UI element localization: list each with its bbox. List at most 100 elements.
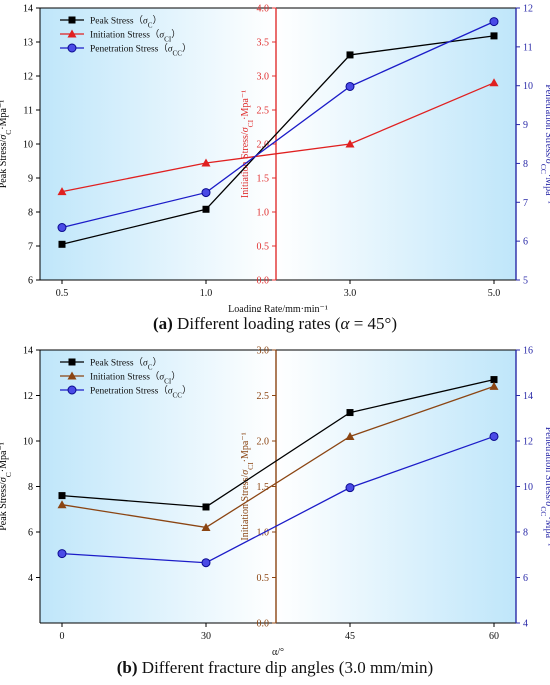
x-axis-label: Loading Rate/mm·min⁻¹	[228, 304, 328, 312]
data-point-circle	[201, 558, 211, 568]
left-axis-tick-label: 12	[23, 391, 33, 402]
data-point-circle	[345, 81, 355, 91]
data-point-triangle	[345, 139, 355, 148]
data-point-circle	[57, 223, 67, 233]
data-point-triangle	[201, 158, 211, 167]
x-tick-label: 60	[489, 631, 499, 642]
chart-a-svg: 0.5 1.0 3.0 5.0 Loading Rate/mm·min⁻¹ 6 7 8 9 10 1…	[0, 4, 550, 313]
legend-label: Peak Stress（σC）	[90, 357, 162, 372]
legend-marker-circle	[67, 43, 77, 53]
right-axis-tick-label: 8	[523, 528, 528, 539]
middle-axis-tick-label: 1.0	[257, 208, 270, 219]
right-axis-tick-label: 6	[523, 573, 528, 584]
middle-axis-tick-label: 3.0	[257, 72, 270, 83]
legend-label: Penetration Stress（σCC）	[90, 43, 192, 58]
middle-axis-label: Initiation Stress/σCI·Mpa⁻¹	[240, 90, 255, 198]
series-line-triangle	[61, 82, 495, 193]
left-axis-tick-label: 6	[28, 528, 33, 539]
legend-marker-triangle	[67, 371, 77, 380]
left-axis-label: Peak Stress/σC·Mpa⁻¹	[0, 442, 13, 531]
data-point-triangle	[57, 187, 67, 196]
data-point-triangle	[57, 500, 67, 509]
data-point-triangle	[489, 381, 499, 390]
legend-label: Penetration Stress（σCC）	[90, 385, 192, 400]
data-point-circle	[57, 549, 67, 559]
right-axis-tick-label: 16	[523, 346, 533, 357]
right-axis-tick-label: 6	[523, 237, 528, 248]
caption-a-tail: = 45°)	[349, 314, 398, 333]
middle-axis-tick-label: 0.5	[257, 573, 270, 584]
series-line-square	[61, 35, 495, 245]
left-axis-tick-label: 4	[28, 573, 33, 584]
legend-marker-triangle	[67, 29, 77, 38]
middle-axis-tick-label: 0.0	[257, 619, 270, 630]
chart-panel-a: 0.5 1.0 3.0 5.0 Loading Rate/mm·min⁻¹ 6 7 8 9 10 1…	[0, 0, 550, 340]
right-axis-tick-label: 7	[523, 198, 528, 209]
x-tick-label: 0	[60, 631, 65, 642]
data-point-square	[202, 205, 210, 213]
right-axis-tick-label: 8	[523, 159, 528, 170]
chart-b-caption: (b) Different fracture dip angles (3.0 m…	[0, 658, 550, 678]
middle-axis-tick-label: 2.0	[257, 437, 270, 448]
right-axis-tick-label: 12	[523, 4, 533, 15]
data-point-triangle	[201, 522, 211, 531]
middle-axis-tick-label: 3.5	[257, 38, 270, 49]
chart-panel-b: 0 30 45 60 α/° 4 6 8 10 12 14 Peak Stress/σC·Mpa⁻¹ 0…	[0, 340, 550, 685]
middle-axis-tick-label: 3.0	[257, 346, 270, 357]
middle-axis-label: Initiation Stress/σCI·Mpa⁻¹	[240, 432, 255, 540]
data-point-square	[346, 51, 354, 59]
left-axis-tick-label: 9	[28, 174, 33, 185]
middle-axis-tick-label: 0.5	[257, 242, 270, 253]
right-axis-tick-label: 14	[523, 391, 533, 402]
middle-axis-tick-label: 2.0	[257, 140, 270, 151]
right-axis-tick-label: 10	[523, 482, 533, 493]
data-point-circle	[489, 17, 499, 27]
middle-axis-tick-label: 1.5	[257, 174, 270, 185]
left-axis-tick-label: 14	[23, 346, 33, 357]
left-axis-label: Peak Stress/σC·Mpa⁻¹	[0, 100, 13, 189]
plot-bg-left	[40, 8, 276, 280]
middle-axis-tick-label: 0.0	[257, 276, 270, 287]
chart-a-caption: (a) Different loading rates (α = 45°)	[0, 314, 550, 334]
caption-a-text: Different loading rates (	[172, 314, 341, 333]
left-axis-tick-label: 11	[23, 106, 33, 117]
right-axis-tick-label: 9	[523, 120, 528, 131]
middle-axis-tick-label: 2.5	[257, 106, 270, 117]
caption-b-text: Different fracture dip angles (3.0 mm/mi…	[137, 658, 434, 677]
right-axis-tick-label: 4	[523, 619, 528, 630]
data-point-square	[490, 376, 498, 384]
middle-axis-tick-label: 1.5	[257, 482, 270, 493]
data-point-triangle	[489, 78, 499, 87]
series-line-square	[61, 378, 495, 508]
left-axis-tick-label: 10	[23, 437, 33, 448]
legend-marker-square	[68, 358, 76, 366]
middle-axis-tick-label: 4.0	[257, 4, 270, 15]
data-point-triangle	[345, 431, 355, 440]
data-point-circle	[201, 188, 211, 198]
data-point-circle	[345, 483, 355, 493]
left-axis-tick-label: 12	[23, 72, 33, 83]
data-point-square	[202, 503, 210, 511]
legend-label: Initiation Stress（σCI）	[90, 29, 181, 44]
legend-marker-circle	[67, 385, 77, 395]
series-line-circle	[61, 21, 495, 229]
plot-bg-right	[276, 8, 516, 280]
chart-b-svg: 0 30 45 60 α/° 4 6 8 10 12 14 Peak Stress/σC·Mpa⁻¹ 0…	[0, 346, 550, 657]
caption-a-label: (a)	[152, 314, 173, 333]
x-tick-label: 5.0	[488, 288, 501, 299]
x-tick-label: 3.0	[344, 288, 357, 299]
middle-axis-tick-label: 2.5	[257, 391, 270, 402]
x-tick-label: 0.5	[56, 288, 69, 299]
right-axis-label: Penetration Stress/σCC·Mpa⁻¹	[540, 84, 550, 204]
legend-label: Peak Stress（σC）	[90, 15, 162, 30]
right-axis-tick-label: 10	[523, 81, 533, 92]
data-point-square	[346, 409, 354, 417]
right-axis-label: Penetration Stress/σCC·Mpa⁻¹	[540, 427, 550, 547]
left-axis-tick-label: 8	[28, 208, 33, 219]
plot-bg-right	[276, 350, 516, 623]
x-tick-label: 30	[201, 631, 211, 642]
left-axis-tick-label: 7	[28, 242, 33, 253]
legend-marker-square	[68, 16, 76, 24]
left-axis-tick-label: 6	[28, 276, 33, 287]
right-axis-tick-label: 11	[523, 42, 533, 53]
